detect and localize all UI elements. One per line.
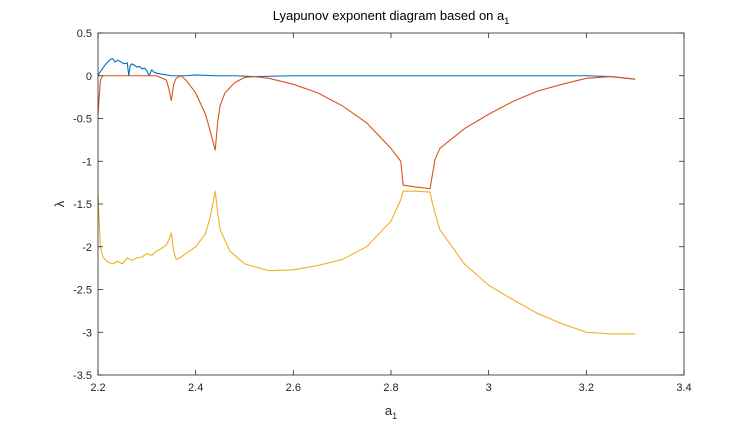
y-axis-ticks: 0.5 0 -0.5 -1 -1.5 -2 -2.5 -3 -3.5 [73, 28, 684, 382]
y-tick-label: -3 [82, 327, 92, 339]
series-line-3 [97, 190, 636, 335]
y-tick-label: -2.5 [73, 285, 92, 297]
y-axis-label: λ [52, 200, 67, 207]
y-tick-label: 0 [86, 71, 92, 83]
plot-area [98, 33, 684, 375]
series-line-2 [97, 75, 636, 190]
y-tick-label: -1 [82, 156, 92, 168]
x-axis-ticks: 2.2 2.4 2.6 2.8 3 3.2 3.4 [90, 33, 692, 394]
y-tick-label: -3.5 [73, 370, 92, 382]
x-axis-label: a1 [385, 403, 397, 421]
chart-title-subscript: 1 [504, 16, 509, 26]
series-line-1 [97, 58, 636, 80]
y-tick-label: -1.5 [73, 199, 92, 211]
chart-title: Lyapunov exponent diagram based on a1 [273, 8, 510, 26]
x-tick-label: 2.4 [188, 382, 203, 394]
x-tick-label: 2.8 [383, 382, 398, 394]
y-tick-label: -0.5 [73, 114, 92, 126]
x-axis-label-text: a [385, 403, 393, 418]
x-tick-label: 3.2 [579, 382, 594, 394]
series-layer [97, 58, 636, 335]
y-tick-label: -2 [82, 242, 92, 254]
x-axis-label-subscript: 1 [392, 411, 397, 421]
x-tick-label: 2.6 [286, 382, 301, 394]
chart-title-text: Lyapunov exponent diagram based on a [273, 8, 505, 23]
y-tick-label: 0.5 [77, 28, 92, 40]
x-tick-label: 3.4 [676, 382, 691, 394]
x-tick-label: 2.2 [90, 382, 105, 394]
x-tick-label: 3 [486, 382, 492, 394]
